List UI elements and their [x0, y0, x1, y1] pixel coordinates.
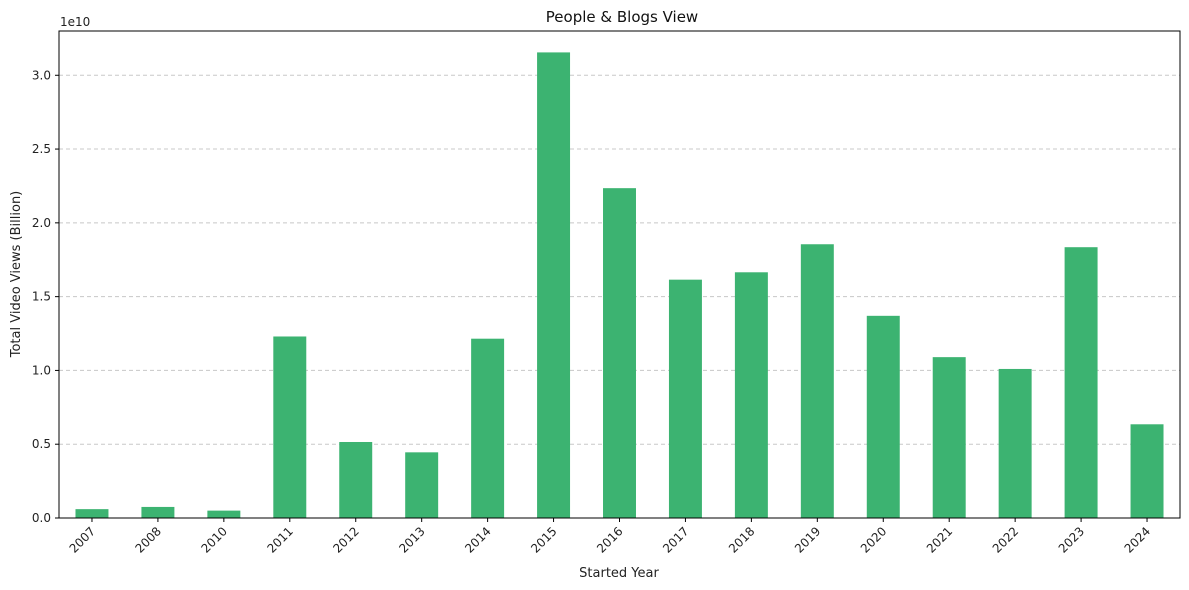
- x-tick-label: 2022: [990, 524, 1021, 555]
- x-tick-label: 2020: [858, 524, 889, 555]
- bar-2013: [405, 452, 439, 518]
- bar-2008: [141, 506, 175, 518]
- x-tick-label: 2016: [594, 524, 625, 555]
- bar-2020: [866, 315, 900, 518]
- chart-title: People & Blogs View: [546, 8, 698, 26]
- x-tick-label: 2019: [792, 524, 823, 555]
- x-tick-label: 2024: [1122, 524, 1153, 555]
- bar-2024: [1130, 424, 1164, 518]
- bar-2023: [1064, 247, 1098, 518]
- x-tick-label: 2015: [528, 524, 559, 555]
- bar-2012: [339, 441, 373, 518]
- bar-2015: [537, 52, 571, 518]
- bar-2010: [207, 510, 241, 518]
- bar-2011: [273, 336, 307, 518]
- x-tick-label: 2012: [330, 524, 361, 555]
- x-tick-label: 2013: [396, 524, 427, 555]
- y-tick-label: 1.0: [32, 363, 51, 377]
- x-tick-label: 2008: [133, 524, 164, 555]
- bar-2019: [800, 244, 834, 519]
- bar-2021: [932, 357, 966, 518]
- bar-2018: [734, 272, 768, 518]
- x-tick-label: 2018: [726, 524, 757, 555]
- y-tick-label: 2.0: [32, 216, 51, 230]
- x-tick-label: 2014: [462, 524, 493, 555]
- x-tick-label: 2017: [660, 524, 691, 555]
- x-tick-label: 2010: [198, 524, 229, 555]
- bar-2007: [75, 509, 109, 518]
- x-tick-label: 2011: [264, 524, 295, 555]
- x-axis-ticks: 2007 2008 2010 2011 2012 2013 2014 2015 2016 2017…: [67, 518, 1153, 556]
- bar-2016: [603, 188, 636, 518]
- y-tick-label: 3.0: [32, 68, 51, 82]
- x-tick-label: 2023: [1056, 524, 1087, 555]
- y-tick-label: 0.0: [32, 511, 51, 525]
- y-tick-label: 1.5: [32, 290, 51, 304]
- bar-2022: [998, 368, 1032, 518]
- x-tick-label: 2021: [924, 524, 955, 555]
- y-offset-label: 1e10: [60, 15, 90, 29]
- y-tick-label: 2.5: [32, 142, 51, 156]
- y-tick-label: 0.5: [32, 437, 51, 451]
- y-axis-ticks: 0.0 0.5 1.0 1.5 2.0 2.5 3.0: [32, 68, 59, 525]
- x-axis-label: Started Year: [579, 566, 659, 581]
- bar-2017: [668, 279, 702, 518]
- plot-frame: [58, 30, 1181, 519]
- bars: [75, 52, 1164, 519]
- y-axis-label: Total Video Views (Billion): [9, 191, 24, 359]
- bar-2014: [471, 338, 505, 518]
- x-tick-label: 2007: [67, 524, 98, 555]
